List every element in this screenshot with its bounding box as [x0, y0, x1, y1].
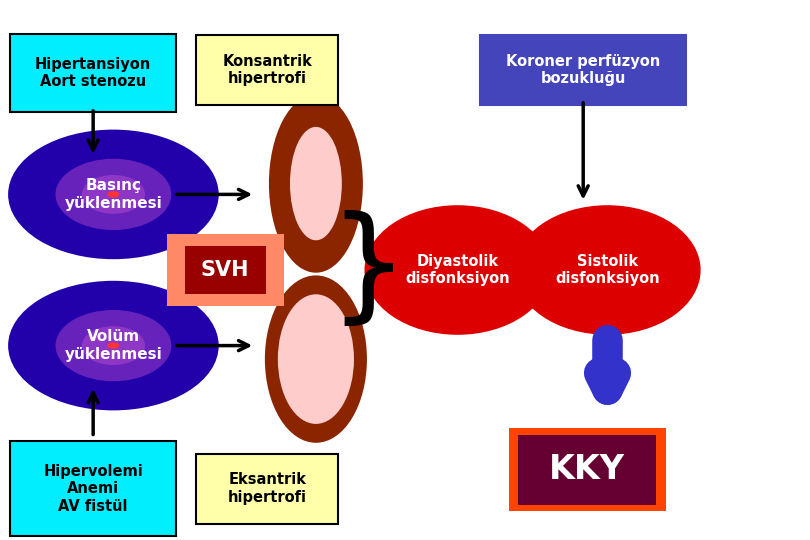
FancyBboxPatch shape	[167, 234, 284, 306]
Ellipse shape	[107, 342, 120, 349]
FancyBboxPatch shape	[480, 35, 687, 105]
Text: Koroner perfüzyon
bozukluğu: Koroner perfüzyon bozukluğu	[506, 54, 660, 86]
Text: Diyastolik
disfonksiyon: Diyastolik disfonksiyon	[405, 254, 510, 286]
Text: SVH: SVH	[201, 260, 249, 280]
Text: Hipertansiyon
Aort stenozu: Hipertansiyon Aort stenozu	[35, 57, 151, 89]
Ellipse shape	[290, 127, 342, 240]
Ellipse shape	[8, 130, 219, 259]
FancyBboxPatch shape	[11, 33, 177, 112]
Ellipse shape	[107, 191, 120, 198]
FancyBboxPatch shape	[11, 442, 177, 536]
Ellipse shape	[8, 281, 219, 410]
FancyBboxPatch shape	[196, 35, 339, 105]
Text: Volüm
yüklenmesi: Volüm yüklenmesi	[65, 329, 162, 362]
Ellipse shape	[514, 205, 701, 335]
FancyBboxPatch shape	[509, 428, 666, 511]
Ellipse shape	[82, 175, 145, 214]
Ellipse shape	[364, 205, 551, 335]
Ellipse shape	[82, 326, 145, 365]
FancyBboxPatch shape	[518, 435, 656, 505]
FancyBboxPatch shape	[185, 246, 266, 294]
Text: Basınç
yüklenmesi: Basınç yüklenmesi	[65, 178, 162, 211]
Ellipse shape	[278, 294, 354, 424]
Ellipse shape	[265, 275, 367, 443]
Text: Sistolik
disfonksiyon: Sistolik disfonksiyon	[555, 254, 660, 286]
Text: KKY: KKY	[549, 453, 625, 487]
Ellipse shape	[55, 310, 172, 381]
Text: Hipervolemi
Anemi
AV fistül: Hipervolemi Anemi AV fistül	[43, 464, 143, 514]
Text: }: }	[329, 210, 408, 330]
Text: Eksantrik
hipertrofi: Eksantrik hipertrofi	[228, 472, 307, 505]
Ellipse shape	[55, 159, 172, 230]
FancyBboxPatch shape	[196, 454, 339, 524]
FancyBboxPatch shape	[180, 242, 271, 298]
Ellipse shape	[269, 94, 363, 273]
FancyBboxPatch shape	[173, 238, 277, 302]
Text: Konsantrik
hipertrofi: Konsantrik hipertrofi	[223, 54, 312, 86]
